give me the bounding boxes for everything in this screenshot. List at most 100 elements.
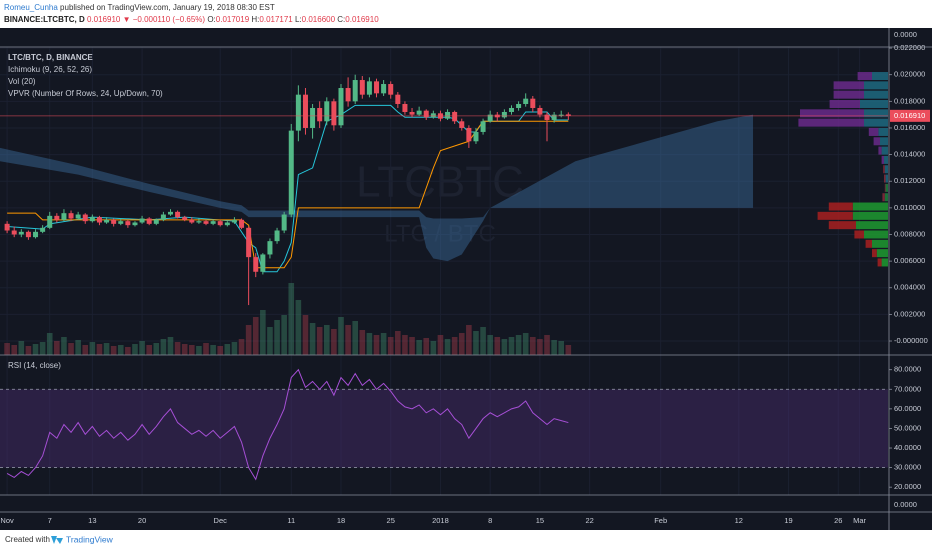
vpvr-up xyxy=(876,249,888,258)
volume-bar xyxy=(316,327,323,355)
candle-body xyxy=(203,221,209,224)
y-tick-label: 0.022000 xyxy=(894,43,925,52)
x-tick-label: 25 xyxy=(387,516,395,525)
ohlc-h-value: 0.017171 xyxy=(259,15,293,24)
x-tick-label: 26 xyxy=(834,516,842,525)
vpvr-up xyxy=(860,99,888,108)
vpvr-up xyxy=(884,165,888,174)
volume-bar xyxy=(89,342,96,355)
volume-bar xyxy=(366,333,373,355)
candle-body xyxy=(104,219,110,223)
candle-body xyxy=(96,217,102,223)
ichimoku-cloud xyxy=(0,114,754,262)
vpvr-up xyxy=(864,81,888,90)
volume-bar xyxy=(309,323,316,355)
volume-bar xyxy=(110,346,117,355)
x-tick-label: 22 xyxy=(585,516,593,525)
candle-body xyxy=(402,103,408,112)
vpvr-up xyxy=(885,174,888,183)
candle-body xyxy=(530,98,536,108)
y-tick-label: 30.0000 xyxy=(894,463,921,472)
candle-body xyxy=(239,219,245,228)
footer-brand[interactable]: TradingView xyxy=(66,534,114,544)
vpvr-down xyxy=(881,155,884,164)
candle-body xyxy=(182,217,188,220)
ohlc-l: L: xyxy=(295,15,302,24)
vpvr-down xyxy=(833,81,864,90)
volume-bar xyxy=(117,345,124,355)
candle-body xyxy=(89,217,95,222)
volume-bar xyxy=(409,337,415,355)
candle-body xyxy=(295,94,301,131)
candle-body xyxy=(146,218,152,224)
vpvr-up xyxy=(878,127,888,136)
x-tick-label: 18 xyxy=(337,516,345,525)
candle-body xyxy=(537,107,543,115)
ohlc-c-value: 0.016910 xyxy=(345,15,379,24)
volume-bar xyxy=(387,337,394,355)
volume-bar xyxy=(32,344,39,355)
candle-body xyxy=(359,80,365,95)
vpvr-down xyxy=(884,183,886,192)
y-tick-label: 0.010000 xyxy=(894,203,925,212)
candle-body xyxy=(4,223,10,231)
vpvr-down xyxy=(828,202,853,211)
vpvr-up xyxy=(856,221,888,230)
volume-bar xyxy=(359,330,366,355)
candle-body xyxy=(288,130,294,215)
volume-bar xyxy=(125,347,131,355)
vpvr-up xyxy=(864,118,888,127)
x-tick-label: Mar xyxy=(853,516,866,525)
ohlc-c: C: xyxy=(337,15,345,24)
volume-bar xyxy=(46,333,53,355)
volume-bar xyxy=(238,339,245,355)
candle-body xyxy=(139,218,145,223)
candle-body xyxy=(281,214,287,231)
candle-body xyxy=(75,214,81,219)
candle-body xyxy=(551,114,557,120)
x-tick-label: Nov xyxy=(0,516,14,525)
author[interactable]: Romeu_Cunha xyxy=(4,3,58,12)
ohlc-h: H: xyxy=(251,15,259,24)
legend-item: VPVR (Number Of Rows, 24, Up/Down, 70) xyxy=(8,89,163,98)
candle-body xyxy=(160,214,166,220)
volume-bar xyxy=(4,343,10,355)
y-tick-label: 80.0000 xyxy=(894,365,921,374)
volume-bar xyxy=(96,344,103,355)
volume-bar xyxy=(295,300,302,355)
volume-bar xyxy=(267,327,273,355)
ichimoku-kijun xyxy=(7,120,569,269)
y-tick-label: 0.004000 xyxy=(894,283,925,292)
ohlc-o-value: 0.017019 xyxy=(216,15,250,24)
x-tick-label: 2018 xyxy=(432,516,449,525)
volume-bar xyxy=(281,315,287,355)
volume-bar xyxy=(565,345,572,355)
vpvr-up xyxy=(881,146,888,155)
candle-body xyxy=(445,111,451,119)
candle-body xyxy=(118,221,124,224)
volume-bar xyxy=(323,325,330,355)
last-price-box xyxy=(890,109,930,122)
y-tick-label: 0.008000 xyxy=(894,229,925,238)
candle-body xyxy=(416,110,422,115)
vpvr-down xyxy=(828,221,856,230)
candle-body xyxy=(260,254,266,272)
rsi-line xyxy=(6,368,569,481)
volume-bar xyxy=(274,320,280,355)
candle-body xyxy=(153,219,159,224)
rsi-title: RSI (14, close) xyxy=(8,361,61,370)
volume-bar xyxy=(373,335,380,355)
header-bg xyxy=(0,0,932,28)
candle-body xyxy=(68,213,74,219)
x-tick-label: 11 xyxy=(287,516,295,525)
y-tick-label: 0.016000 xyxy=(894,123,925,132)
x-tick-label: 19 xyxy=(784,516,792,525)
vpvr-up xyxy=(884,155,888,164)
candle-body xyxy=(352,80,358,102)
candle-body xyxy=(47,215,53,228)
volume-bar xyxy=(522,333,529,355)
x-tick-label: Feb xyxy=(654,516,667,525)
arrow: ▼ xyxy=(123,15,131,24)
candle-body xyxy=(217,221,223,226)
vpvr-up xyxy=(881,258,888,267)
